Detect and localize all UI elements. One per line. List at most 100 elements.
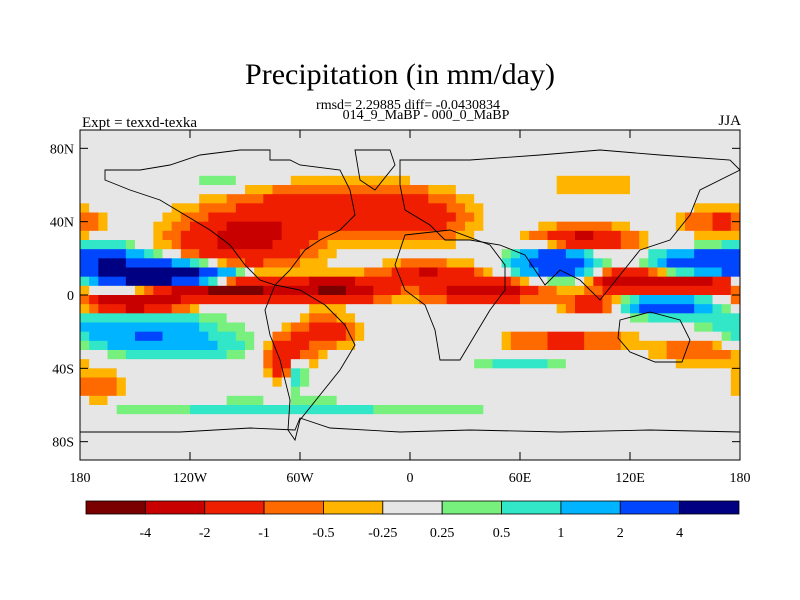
heatmap-cell xyxy=(721,285,732,296)
heatmap-cell xyxy=(89,386,99,397)
heatmap-cell xyxy=(190,340,200,351)
heatmap-cell xyxy=(263,139,273,149)
heatmap-cell xyxy=(355,423,365,433)
heatmap-cell xyxy=(327,240,338,250)
heatmap-cell xyxy=(602,148,613,158)
heatmap-cell xyxy=(602,175,613,186)
heatmap-cell xyxy=(107,441,118,452)
heatmap-cell xyxy=(575,340,585,351)
heatmap-cell xyxy=(639,350,649,360)
heatmap-cell xyxy=(180,441,191,452)
heatmap-cell xyxy=(336,230,347,241)
heatmap-cell xyxy=(245,148,255,158)
heatmap-cell xyxy=(593,405,603,415)
heatmap-cell xyxy=(446,405,457,415)
heatmap-cell xyxy=(281,423,292,433)
heatmap-cell xyxy=(327,405,338,415)
heatmap-cell xyxy=(538,194,548,204)
heatmap-cell xyxy=(465,377,475,388)
heatmap-cell xyxy=(245,221,255,232)
heatmap-cell xyxy=(694,322,704,333)
heatmap-cell xyxy=(529,350,539,360)
heatmap-cell xyxy=(199,240,209,250)
heatmap-cell xyxy=(373,405,383,415)
heatmap-cell xyxy=(245,313,255,323)
heatmap-cell xyxy=(666,441,677,452)
heatmap-cell xyxy=(730,212,741,223)
heatmap-cell xyxy=(125,386,136,397)
heatmap-cell xyxy=(89,359,99,369)
heatmap-cell xyxy=(694,240,704,250)
heatmap-cell xyxy=(455,258,466,268)
heatmap-cell xyxy=(611,185,622,195)
heatmap-cell xyxy=(538,304,548,314)
heatmap-cell xyxy=(721,450,732,461)
heatmap-cell xyxy=(685,267,695,278)
heatmap-cell xyxy=(611,240,622,250)
heatmap-cell xyxy=(309,285,319,296)
heatmap-cell xyxy=(483,295,493,305)
heatmap-cell xyxy=(327,267,338,278)
heatmap-cell xyxy=(694,267,704,278)
heatmap-cell xyxy=(510,377,521,388)
heatmap-cell xyxy=(98,450,108,461)
heatmap-cell xyxy=(180,258,191,268)
heatmap-cell xyxy=(520,313,530,323)
heatmap-cell xyxy=(162,377,173,388)
heatmap-cell xyxy=(400,340,411,351)
heatmap-cell xyxy=(208,203,218,213)
heatmap-cell xyxy=(125,212,136,223)
heatmap-cell xyxy=(501,230,512,241)
heatmap-cell xyxy=(263,249,273,259)
heatmap-cell xyxy=(428,139,438,149)
heatmap-cell xyxy=(584,414,594,424)
heatmap-cell xyxy=(89,230,99,241)
heatmap-cell xyxy=(593,249,603,259)
heatmap-cell xyxy=(98,240,108,250)
heatmap-cell xyxy=(345,304,356,314)
heatmap-cell xyxy=(657,175,668,186)
heatmap-cell xyxy=(135,313,145,323)
heatmap-cell xyxy=(474,414,484,424)
heatmap-cell xyxy=(125,423,136,433)
heatmap-cell xyxy=(125,139,136,149)
heatmap-cell xyxy=(125,368,136,378)
heatmap-cell xyxy=(703,368,713,378)
heatmap-cell xyxy=(620,249,631,259)
heatmap-cell xyxy=(355,295,365,305)
heatmap-cell xyxy=(639,386,649,397)
heatmap-cell xyxy=(382,230,393,241)
heatmap-cell xyxy=(217,230,228,241)
heatmap-cell xyxy=(254,240,264,250)
heatmap-cell xyxy=(180,175,191,186)
heatmap-cell xyxy=(98,130,108,140)
heatmap-cell xyxy=(373,368,383,378)
heatmap-cell xyxy=(171,405,182,415)
heatmap-cell xyxy=(446,359,457,369)
heatmap-cell xyxy=(391,194,402,204)
heatmap-cell xyxy=(125,221,136,232)
heatmap-cell xyxy=(630,368,640,378)
heatmap-cell xyxy=(336,359,347,369)
heatmap-cell xyxy=(336,295,347,305)
heatmap-cell xyxy=(180,377,191,388)
heatmap-cell xyxy=(300,249,310,259)
heatmap-cell xyxy=(657,322,668,333)
heatmap-cell xyxy=(281,304,292,314)
heatmap-cell xyxy=(410,340,420,351)
heatmap-cell xyxy=(510,441,521,452)
heatmap-cell xyxy=(364,267,374,278)
heatmap-cell xyxy=(547,203,558,213)
heatmap-cell xyxy=(180,157,191,168)
heatmap-cell xyxy=(510,359,521,369)
heatmap-cell xyxy=(584,295,594,305)
heatmap-cell xyxy=(153,423,163,433)
heatmap-cell xyxy=(364,175,374,186)
heatmap-cell xyxy=(520,240,530,250)
heatmap-cell xyxy=(180,304,191,314)
heatmap-cell xyxy=(162,249,173,259)
heatmap-cell xyxy=(281,377,292,388)
heatmap-cell xyxy=(455,139,466,149)
heatmap-cell xyxy=(80,414,90,424)
heatmap-cell xyxy=(400,359,411,369)
